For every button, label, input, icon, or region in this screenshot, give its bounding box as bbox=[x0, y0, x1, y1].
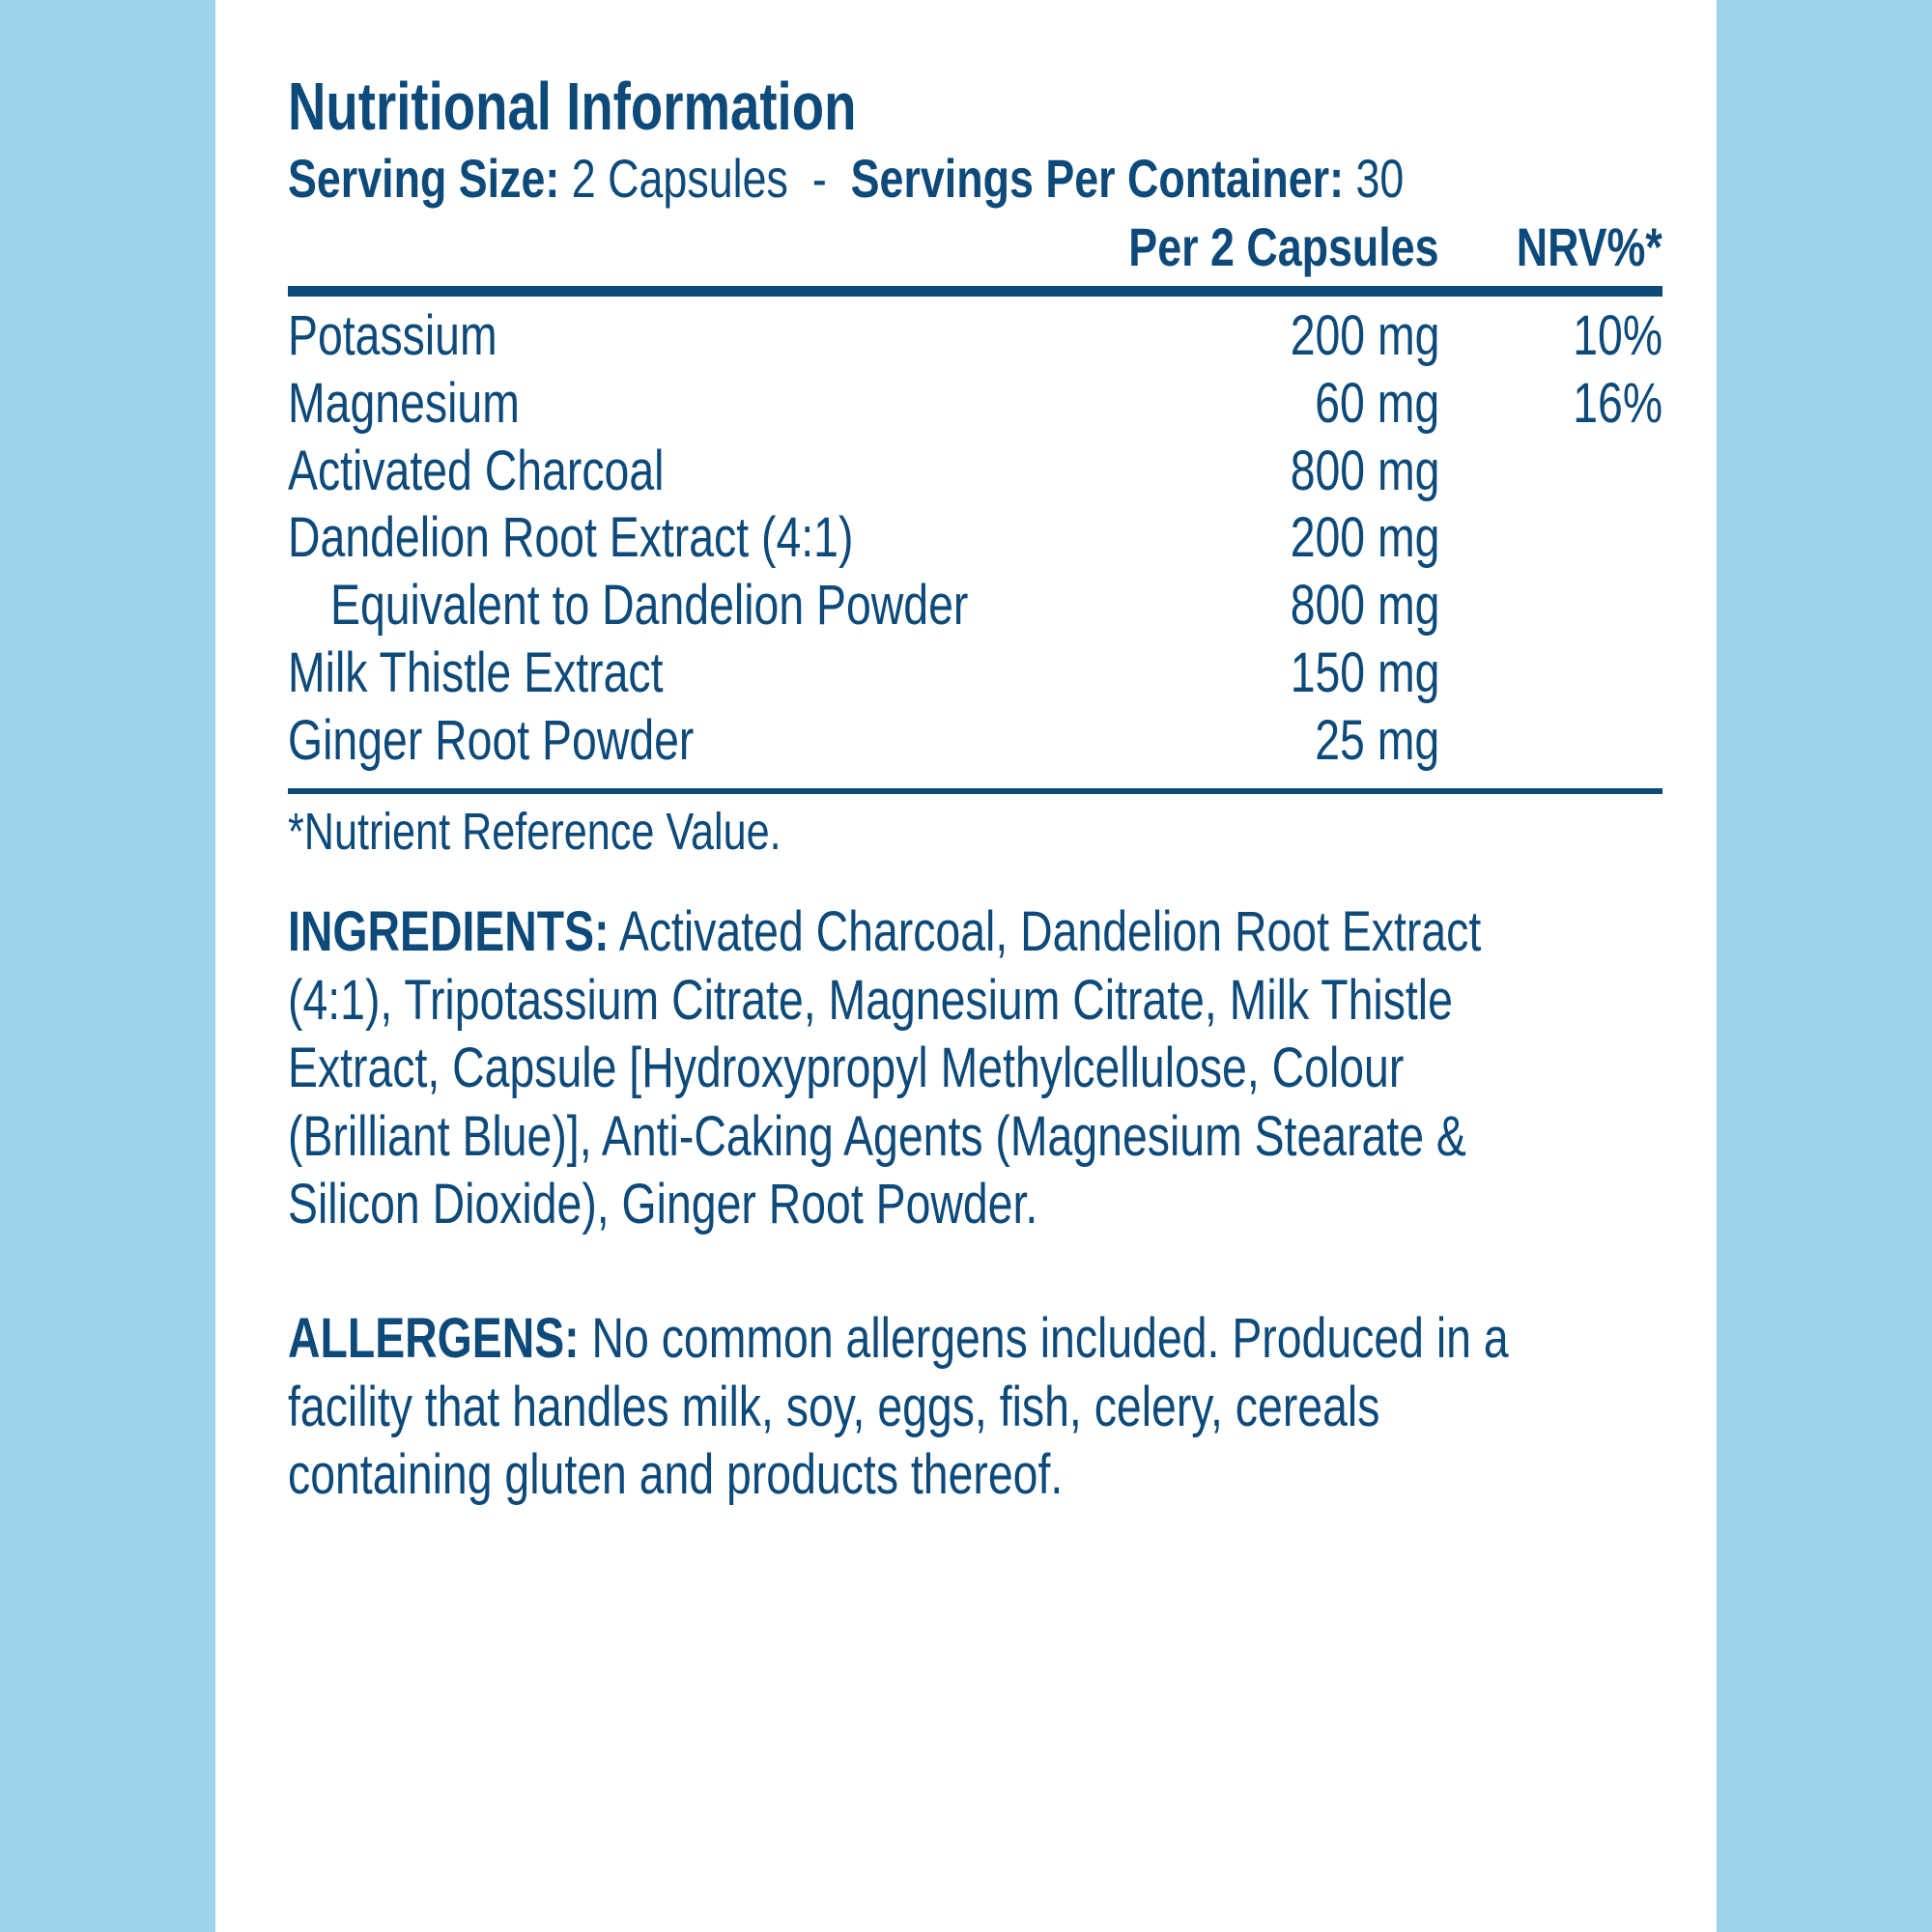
servings-per-container-value: 30 bbox=[1355, 148, 1405, 209]
ingredients-section: INGREDIENTS: Activated Charcoal, Dandeli… bbox=[288, 898, 1571, 1239]
footer-rule bbox=[288, 788, 1662, 794]
allergens-section: ALLERGENS: No common allergens included.… bbox=[288, 1305, 1571, 1510]
nutrient-amount: 800 mg bbox=[1290, 440, 1439, 502]
ingredients-label: INGREDIENTS: bbox=[288, 900, 610, 963]
header-amount: Per 2 Capsules bbox=[1128, 216, 1439, 277]
page-title: Nutritional Information bbox=[288, 69, 857, 144]
serving-info: Serving Size: 2 Capsules - Servings Per … bbox=[288, 145, 1404, 213]
nutrient-name: Dandelion Root Extract (4:1) bbox=[288, 506, 854, 569]
nutrient-amount: 60 mg bbox=[1315, 372, 1439, 435]
nutrient-amount: 800 mg bbox=[1290, 574, 1439, 637]
nutrient-name: Ginger Root Powder bbox=[288, 709, 695, 772]
nutrient-nrv: 10% bbox=[1573, 304, 1662, 367]
label-panel bbox=[215, 0, 1717, 1932]
footnote: *Nutrient Reference Value. bbox=[288, 803, 781, 861]
nutrient-name: Equivalent to Dandelion Powder bbox=[330, 574, 969, 637]
nutrient-amount: 25 mg bbox=[1315, 709, 1439, 772]
serving-size-label: Serving Size: bbox=[288, 148, 560, 209]
nutrient-name: Potassium bbox=[288, 304, 497, 367]
nutrient-amount: 150 mg bbox=[1290, 641, 1439, 704]
nutrient-name: Activated Charcoal bbox=[288, 440, 665, 502]
allergens-text: No common allergens included. Produced i… bbox=[288, 1307, 1509, 1506]
nutrient-name: Magnesium bbox=[288, 372, 520, 435]
header-nrv: NRV%* bbox=[1516, 216, 1662, 277]
serving-size-value: 2 Capsules bbox=[571, 148, 788, 209]
header-rule bbox=[288, 286, 1662, 297]
nutrient-name: Milk Thistle Extract bbox=[288, 641, 664, 704]
separator: - bbox=[811, 148, 827, 209]
nutrient-amount: 200 mg bbox=[1290, 304, 1439, 367]
servings-per-container-label: Servings Per Container: bbox=[850, 148, 1345, 209]
ingredients-text: Activated Charcoal, Dandelion Root Extra… bbox=[288, 900, 1482, 1236]
allergens-label: ALLERGENS: bbox=[288, 1307, 580, 1370]
nutrient-amount: 200 mg bbox=[1290, 506, 1439, 569]
nutrient-nrv: 16% bbox=[1573, 372, 1662, 435]
